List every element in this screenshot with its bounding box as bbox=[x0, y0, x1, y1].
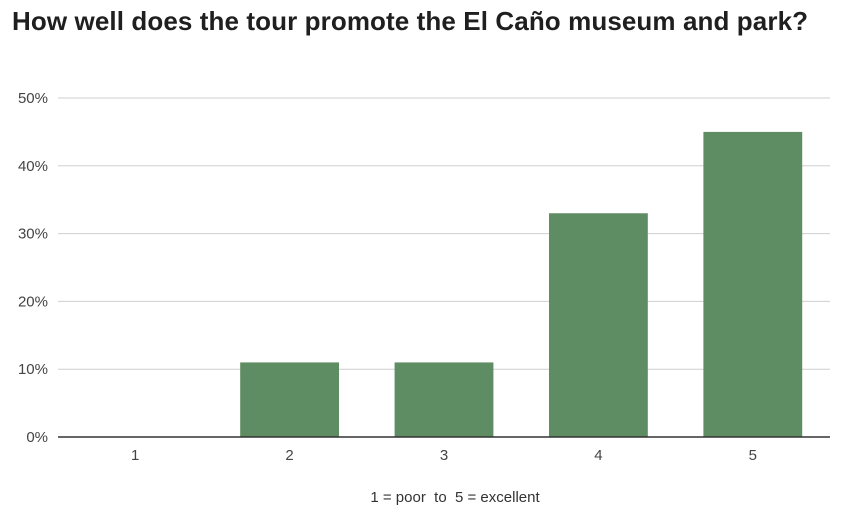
bar-4 bbox=[548, 213, 648, 437]
gridlines bbox=[58, 97, 830, 370]
x-tick-label: 5 bbox=[749, 447, 757, 464]
x-tick-label: 3 bbox=[440, 447, 448, 464]
x-axis-tick-labels: 1 2 3 4 5 bbox=[131, 447, 757, 464]
x-tick-label: 4 bbox=[594, 447, 602, 464]
x-tick-label: 1 bbox=[131, 447, 139, 464]
chart-title: How well does the tour promote the El Ca… bbox=[12, 6, 809, 36]
y-tick-label: 0% bbox=[26, 429, 48, 446]
bar-2 bbox=[240, 362, 340, 437]
y-tick-label: 40% bbox=[18, 158, 48, 175]
x-axis-title: 1 = poor to 5 = excellent bbox=[370, 489, 540, 506]
bar-5 bbox=[703, 131, 803, 437]
bar-3 bbox=[394, 362, 494, 437]
x-tick-label: 2 bbox=[285, 447, 293, 464]
y-tick-label: 30% bbox=[18, 226, 48, 243]
y-axis-tick-labels: 0% 10% 20% 30% 40% 50% bbox=[18, 90, 48, 446]
y-tick-label: 10% bbox=[18, 361, 48, 378]
bars bbox=[240, 131, 803, 437]
y-tick-label: 50% bbox=[18, 90, 48, 107]
y-tick-label: 20% bbox=[18, 293, 48, 310]
